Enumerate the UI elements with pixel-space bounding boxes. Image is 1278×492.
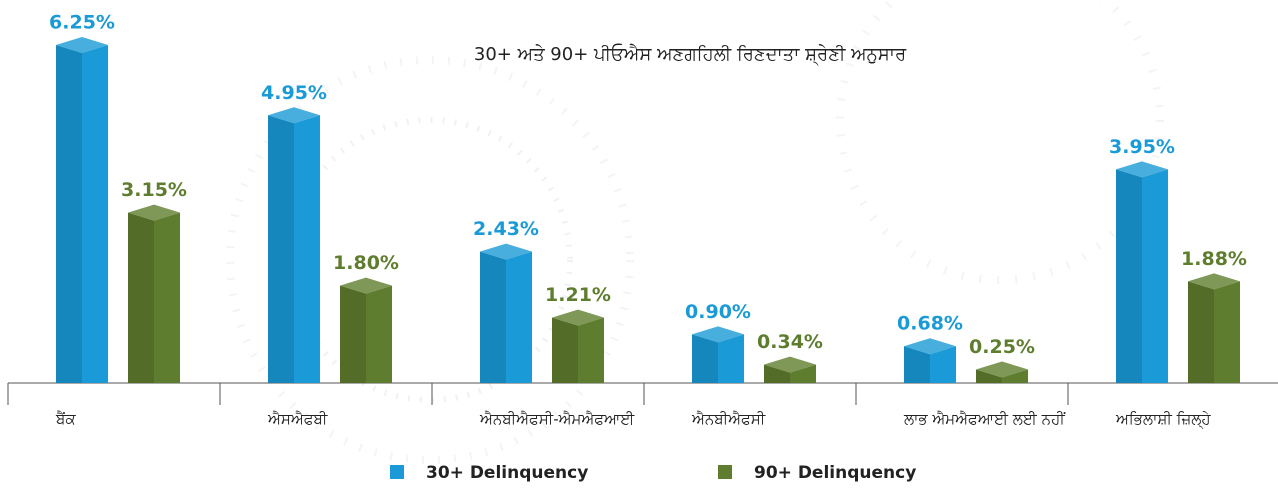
bar-top-face [128,204,180,221]
value-label: 0.90% [685,301,751,323]
bar-left-face [976,369,1002,383]
bar-left-shade [552,317,578,383]
bar-left-face [268,115,294,383]
bar-right-face [154,212,180,383]
bar-left-face [904,346,930,383]
value-label: 6.25% [49,12,115,34]
bar-left-shade [904,346,930,383]
bar-top-face [692,326,744,343]
bar-right-face [506,251,532,383]
bar-top-face [552,309,604,326]
bar-top-face [268,107,320,124]
bar-top-light [340,277,392,294]
bar-right-face [930,346,956,383]
bar-left-shade [1188,281,1214,383]
bar-left-shade [268,115,294,383]
bar-top-face [976,361,1028,378]
chart-title: 30+ ਅਤੇ 90+ ਪੀਓਐਸ ਅਣਗਹਿਲੀ ਰਿਣਦਾਤਾ ਸ਼੍ਰੇਣ… [474,44,907,67]
x-tick-label: ਬੈਂਕ [56,410,76,428]
bar-left-shade [480,251,506,383]
bar-left-shade [976,369,1002,383]
bar-left-shade [764,364,790,383]
bar-right-face [790,364,816,383]
x-tick-label: ਐਨਬੀਐਫਸੀ [692,410,766,428]
bar-right-face [578,317,604,383]
value-label: 1.21% [545,284,611,306]
bar-top-light [128,204,180,221]
value-label: 4.95% [261,82,327,104]
bar-top-light [692,326,744,343]
bar-top-light [268,107,320,124]
bar-left-face [480,251,506,383]
value-label: 1.80% [333,252,399,274]
bar-left-shade [128,212,154,383]
bar-left-face [692,334,718,383]
bar [268,107,320,383]
bar-right-face [366,285,392,383]
bar-top-face [1116,161,1168,178]
x-tick-label: ਐਸਐਫਬੀ [268,410,328,428]
background-dots [226,0,1164,464]
legend-label: 30+ Delinquency [426,463,588,483]
bar [480,243,532,383]
value-label: 0.25% [969,336,1035,358]
bar-left-shade [56,45,82,383]
bar [552,309,604,383]
bar-left-face [56,45,82,383]
bar [1116,161,1168,383]
x-tick-label: ਲਾਭ ਐਮਐਫਆਈ ਲਈ ਨਹੀਂ [904,410,1065,428]
bar-left-face [764,364,790,383]
bar-left-shade [340,285,366,383]
x-tick-label: ਅਭਿਲਾਸ਼ੀ ਜ਼ਿਲ੍ਹੇ [1116,410,1211,428]
bar [56,37,108,383]
bar-right-face [1002,369,1028,383]
bar-top-light [56,37,108,53]
bar [976,361,1028,383]
bar-left-face [340,285,366,383]
bar-top-light [552,309,604,326]
bar-top-light [764,356,816,373]
bar-right-face [718,334,744,383]
value-label: 3.95% [1109,136,1175,158]
bar-top-face [764,356,816,373]
bar-top-light [904,338,956,355]
bar-left-face [552,317,578,383]
bar-right-face [294,115,320,383]
bar-top-light [480,243,532,260]
bar-top-light [1116,161,1168,178]
bar [692,326,744,383]
bar-left-face [1116,169,1142,383]
bar-top-face [340,277,392,294]
value-label: 3.15% [121,179,187,201]
bar-left-face [128,212,154,383]
bar-left-shade [1116,169,1142,383]
bar [764,356,816,383]
bar-right-face [1142,169,1168,383]
bar-left-shade [692,334,718,383]
bar [1188,273,1240,383]
bar-left-face [1188,281,1214,383]
bar [128,204,180,383]
x-tick-label: ਐਨਬੀਐਫਸੀ-ਐਮਐਫਆਈ [480,410,635,428]
bar-top-face [1188,273,1240,290]
bar-top-face [904,338,956,355]
bar-top-face [56,37,108,53]
bar [340,277,392,383]
value-label: 2.43% [473,218,539,240]
bar-right-face [82,45,108,383]
value-label: 0.34% [757,331,823,353]
bar-top-light [976,361,1028,378]
bar [904,338,956,383]
legend-swatch [390,465,404,479]
bar-top-face [480,243,532,260]
bar-right-face [1214,281,1240,383]
bar-top-light [1188,273,1240,290]
value-label: 0.68% [897,313,963,335]
legend-label: 90+ Delinquency [754,463,916,483]
value-label: 1.88% [1181,248,1247,270]
legend-swatch [718,465,732,479]
